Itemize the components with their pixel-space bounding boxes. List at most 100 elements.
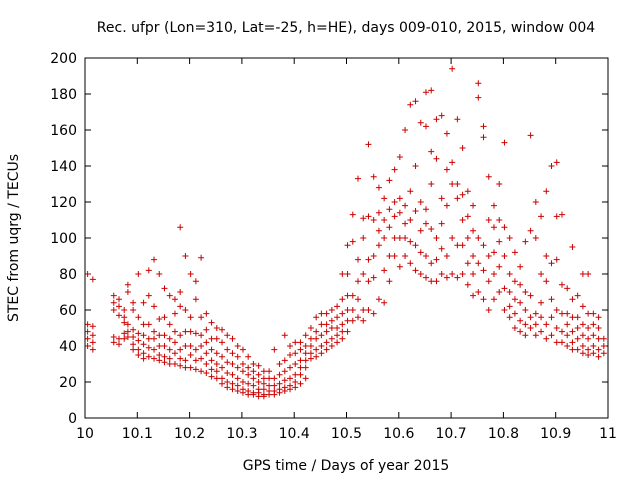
data-point-256: [328, 343, 335, 349]
data-point-314: [391, 166, 398, 173]
data-point-315: [391, 199, 398, 205]
data-point-430: [506, 314, 513, 321]
data-point-517: [595, 335, 602, 342]
data-point-340: [417, 199, 424, 205]
data-point-454: [532, 321, 539, 328]
data-point-22: [121, 319, 128, 326]
data-point-307: [381, 267, 388, 274]
data-point-508: [585, 346, 592, 353]
data-point-271: [344, 307, 351, 313]
data-point-204: [281, 368, 288, 375]
data-point-292: [365, 278, 372, 285]
data-point-303: [375, 296, 382, 303]
data-point-294: [370, 173, 377, 180]
data-point-202: [281, 332, 288, 339]
data-point-147: [229, 361, 236, 367]
data-point-464: [543, 321, 550, 328]
data-point-47: [140, 355, 147, 362]
data-point-434: [511, 310, 518, 317]
data-point-285: [360, 235, 367, 241]
data-point-503: [579, 350, 586, 357]
data-point-56: [151, 328, 158, 335]
data-point-301: [375, 227, 382, 234]
data-point-322: [396, 235, 403, 241]
data-point-386: [464, 188, 471, 195]
data-point-107: [192, 357, 199, 364]
data-point-413: [490, 249, 497, 256]
data-point-513: [590, 343, 597, 349]
data-point-520: [600, 335, 607, 342]
data-point-283: [355, 314, 362, 321]
data-point-486: [564, 343, 571, 349]
data-point-310: [386, 206, 393, 213]
data-point-135: [219, 353, 226, 360]
data-point-428: [506, 289, 513, 295]
data-point-146: [229, 350, 236, 357]
data-point-80: [171, 328, 178, 335]
data-point-363: [438, 220, 445, 227]
data-point-295: [370, 217, 377, 223]
data-point-269: [344, 271, 351, 277]
data-point-128: [213, 335, 220, 342]
data-point-221: [297, 346, 304, 353]
data-point-169: [250, 361, 257, 367]
y-tick-label-5: 100: [50, 231, 77, 247]
data-point-203: [281, 357, 288, 364]
data-point-1: [84, 321, 91, 328]
data-point-328: [402, 253, 409, 259]
data-point-76: [166, 355, 173, 362]
data-point-374: [449, 235, 456, 241]
data-point-282: [355, 296, 362, 303]
data-point-229: [302, 357, 309, 364]
data-point-433: [511, 296, 518, 303]
x-tick-label-9: 10.9: [540, 426, 571, 442]
data-point-390: [464, 281, 471, 288]
data-point-166: [245, 380, 252, 387]
data-point-438: [517, 299, 524, 306]
data-point-41: [135, 352, 142, 358]
data-point-358: [433, 235, 440, 241]
data-point-380: [454, 274, 461, 281]
data-point-86: [177, 303, 184, 310]
data-point-61: [156, 316, 163, 322]
data-point-287: [360, 307, 367, 313]
data-point-138: [219, 380, 226, 387]
x-tick-label-10: 11: [599, 426, 617, 442]
data-point-459: [538, 314, 545, 321]
data-point-286: [360, 271, 367, 277]
data-point-136: [219, 364, 226, 371]
data-point-186: [260, 393, 267, 400]
data-point-193: [271, 375, 278, 382]
data-point-207: [281, 388, 288, 394]
data-point-223: [297, 364, 304, 371]
data-point-299: [375, 184, 382, 191]
data-point-479: [558, 310, 565, 317]
data-point-101: [187, 352, 194, 358]
data-point-8: [89, 339, 96, 346]
data-point-149: [229, 380, 236, 387]
data-point-36: [135, 271, 142, 277]
data-point-192: [271, 346, 278, 353]
data-point-43: [140, 321, 147, 328]
data-point-51: [145, 335, 152, 342]
data-point-437: [517, 281, 524, 288]
data-point-12: [110, 307, 117, 313]
data-point-297: [370, 274, 377, 281]
data-point-485: [564, 332, 571, 339]
data-point-455: [532, 332, 539, 339]
data-point-96: [182, 364, 189, 371]
data-point-253: [328, 317, 335, 324]
data-point-469: [548, 314, 555, 321]
x-tick-label-3: 10.3: [226, 426, 257, 442]
data-point-154: [234, 375, 241, 382]
data-point-182: [260, 375, 267, 382]
data-point-361: [438, 112, 445, 119]
data-point-155: [234, 382, 241, 389]
data-point-140: [224, 346, 231, 353]
data-point-234: [307, 343, 314, 349]
data-point-414: [490, 271, 497, 277]
data-point-470: [548, 332, 555, 339]
data-point-326: [402, 220, 409, 227]
data-point-4: [84, 343, 91, 349]
data-point-188: [266, 375, 273, 382]
